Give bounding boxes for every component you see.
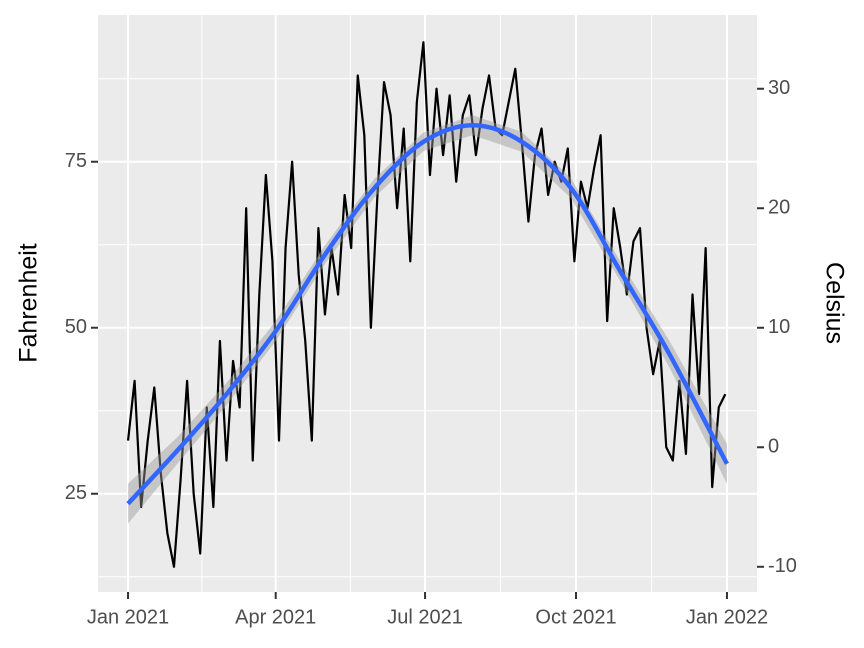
x-tick-label: Jan 2021 [87,606,169,628]
x-tick-label: Jan 2022 [686,606,768,628]
y-axis-title: Fahrenheit [15,243,43,363]
y-tick-label: 25 [65,482,87,504]
x-tick-label: Apr 2021 [235,606,316,628]
y2-tick-label: 20 [768,197,790,219]
x-tick-label: Oct 2021 [535,606,616,628]
y-tick-label: 50 [65,316,87,338]
y2-tick-label: 10 [768,316,790,338]
y2-axis-title: Celsius [820,262,848,344]
y2-tick-label: 0 [768,436,779,458]
smooth-line [126,122,729,506]
data-line [126,41,727,568]
y2-tick-label: -10 [768,555,797,577]
panel [98,15,757,592]
y-tick-label: 75 [65,150,87,172]
x-tick-label: Jul 2021 [387,606,463,628]
y2-tick-label: 30 [768,77,790,99]
